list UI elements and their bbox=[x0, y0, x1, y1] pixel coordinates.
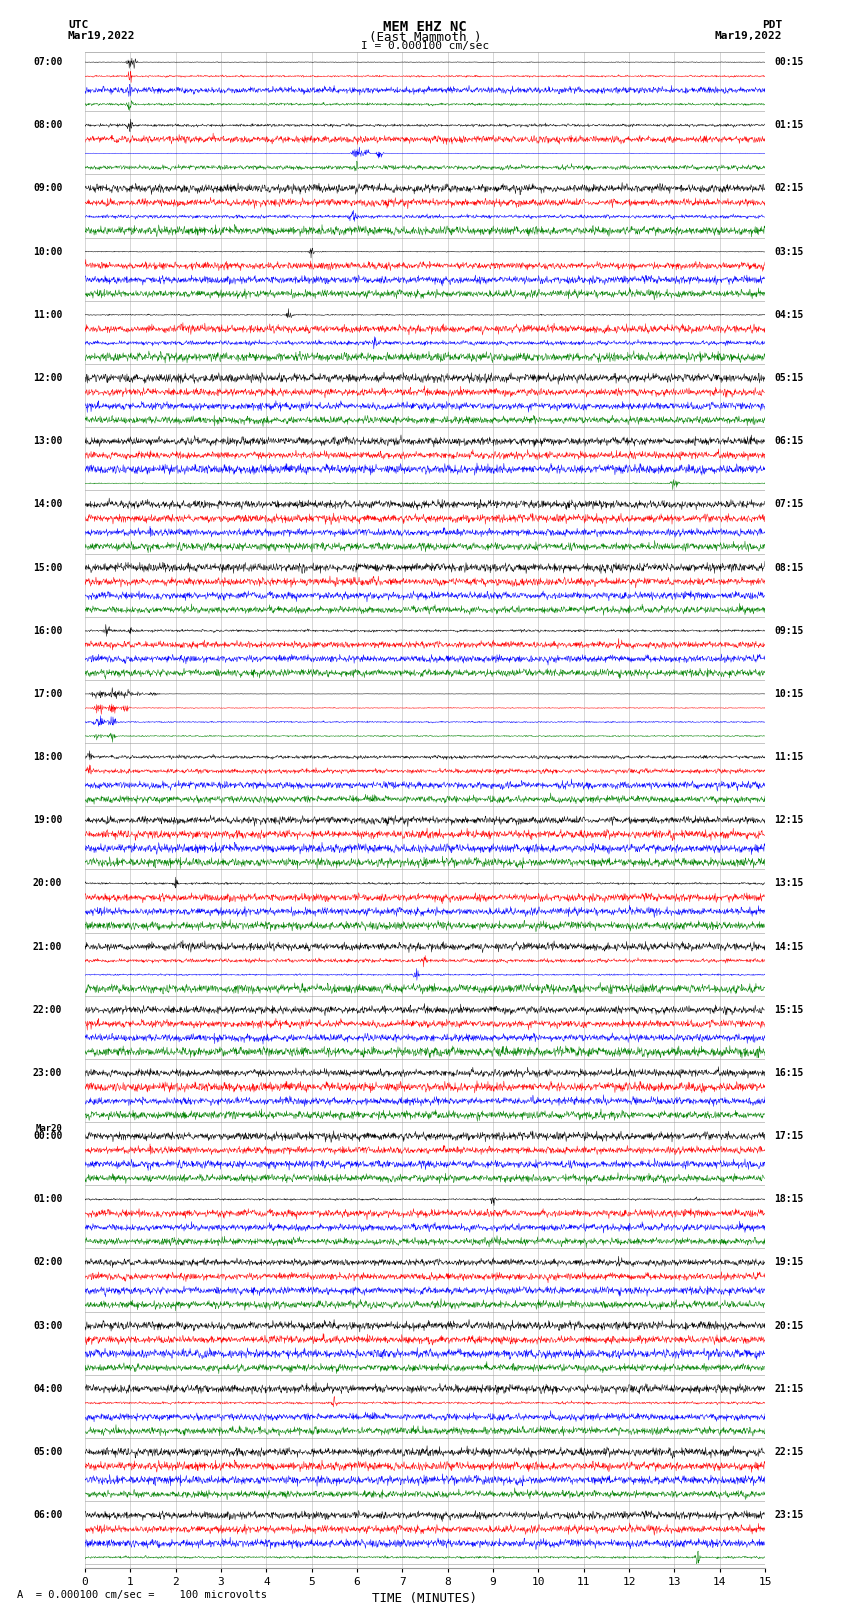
Text: 18:00: 18:00 bbox=[33, 752, 62, 761]
Text: PDT: PDT bbox=[762, 19, 782, 31]
Text: 05:15: 05:15 bbox=[774, 373, 803, 382]
Text: 06:00: 06:00 bbox=[33, 1510, 62, 1519]
Text: A  = 0.000100 cm/sec =    100 microvolts: A = 0.000100 cm/sec = 100 microvolts bbox=[17, 1590, 267, 1600]
Text: 09:00: 09:00 bbox=[33, 184, 62, 194]
Text: 14:00: 14:00 bbox=[33, 500, 62, 510]
Text: 23:15: 23:15 bbox=[774, 1510, 803, 1519]
Text: 17:15: 17:15 bbox=[774, 1131, 803, 1140]
Text: 03:15: 03:15 bbox=[774, 247, 803, 256]
Text: 05:00: 05:00 bbox=[33, 1447, 62, 1457]
Text: 02:00: 02:00 bbox=[33, 1258, 62, 1268]
Text: 13:15: 13:15 bbox=[774, 879, 803, 889]
Text: 16:00: 16:00 bbox=[33, 626, 62, 636]
Text: 15:15: 15:15 bbox=[774, 1005, 803, 1015]
Text: MEM EHZ NC: MEM EHZ NC bbox=[383, 19, 467, 34]
Text: 17:00: 17:00 bbox=[33, 689, 62, 698]
Text: 19:00: 19:00 bbox=[33, 815, 62, 826]
Text: 01:00: 01:00 bbox=[33, 1194, 62, 1205]
Text: 12:00: 12:00 bbox=[33, 373, 62, 382]
Text: 19:15: 19:15 bbox=[774, 1258, 803, 1268]
Text: Mar20: Mar20 bbox=[36, 1124, 62, 1134]
Text: 06:15: 06:15 bbox=[774, 436, 803, 447]
Text: 21:15: 21:15 bbox=[774, 1384, 803, 1394]
Text: 15:00: 15:00 bbox=[33, 563, 62, 573]
Text: 08:00: 08:00 bbox=[33, 121, 62, 131]
Text: 10:00: 10:00 bbox=[33, 247, 62, 256]
Text: 13:00: 13:00 bbox=[33, 436, 62, 447]
Text: 07:00: 07:00 bbox=[33, 56, 62, 68]
Text: (East Mammoth ): (East Mammoth ) bbox=[369, 31, 481, 44]
Text: 20:15: 20:15 bbox=[774, 1321, 803, 1331]
Text: UTC: UTC bbox=[68, 19, 88, 31]
Text: Mar19,2022: Mar19,2022 bbox=[715, 31, 782, 40]
Text: 01:15: 01:15 bbox=[774, 121, 803, 131]
Text: 16:15: 16:15 bbox=[774, 1068, 803, 1077]
Text: 00:00: 00:00 bbox=[33, 1131, 62, 1140]
Text: 07:15: 07:15 bbox=[774, 500, 803, 510]
Text: I = 0.000100 cm/sec: I = 0.000100 cm/sec bbox=[361, 40, 489, 52]
Text: 08:15: 08:15 bbox=[774, 563, 803, 573]
Text: 20:00: 20:00 bbox=[33, 879, 62, 889]
Text: 23:00: 23:00 bbox=[33, 1068, 62, 1077]
Text: 22:15: 22:15 bbox=[774, 1447, 803, 1457]
Text: 18:15: 18:15 bbox=[774, 1194, 803, 1205]
Text: 12:15: 12:15 bbox=[774, 815, 803, 826]
Text: 03:00: 03:00 bbox=[33, 1321, 62, 1331]
Text: 00:15: 00:15 bbox=[774, 56, 803, 68]
Text: 14:15: 14:15 bbox=[774, 942, 803, 952]
Text: 04:15: 04:15 bbox=[774, 310, 803, 319]
Text: 22:00: 22:00 bbox=[33, 1005, 62, 1015]
Text: 21:00: 21:00 bbox=[33, 942, 62, 952]
Text: 10:15: 10:15 bbox=[774, 689, 803, 698]
Text: 02:15: 02:15 bbox=[774, 184, 803, 194]
Text: 09:15: 09:15 bbox=[774, 626, 803, 636]
Text: 04:00: 04:00 bbox=[33, 1384, 62, 1394]
Text: 11:00: 11:00 bbox=[33, 310, 62, 319]
Text: Mar19,2022: Mar19,2022 bbox=[68, 31, 135, 40]
X-axis label: TIME (MINUTES): TIME (MINUTES) bbox=[372, 1592, 478, 1605]
Text: 11:15: 11:15 bbox=[774, 752, 803, 761]
